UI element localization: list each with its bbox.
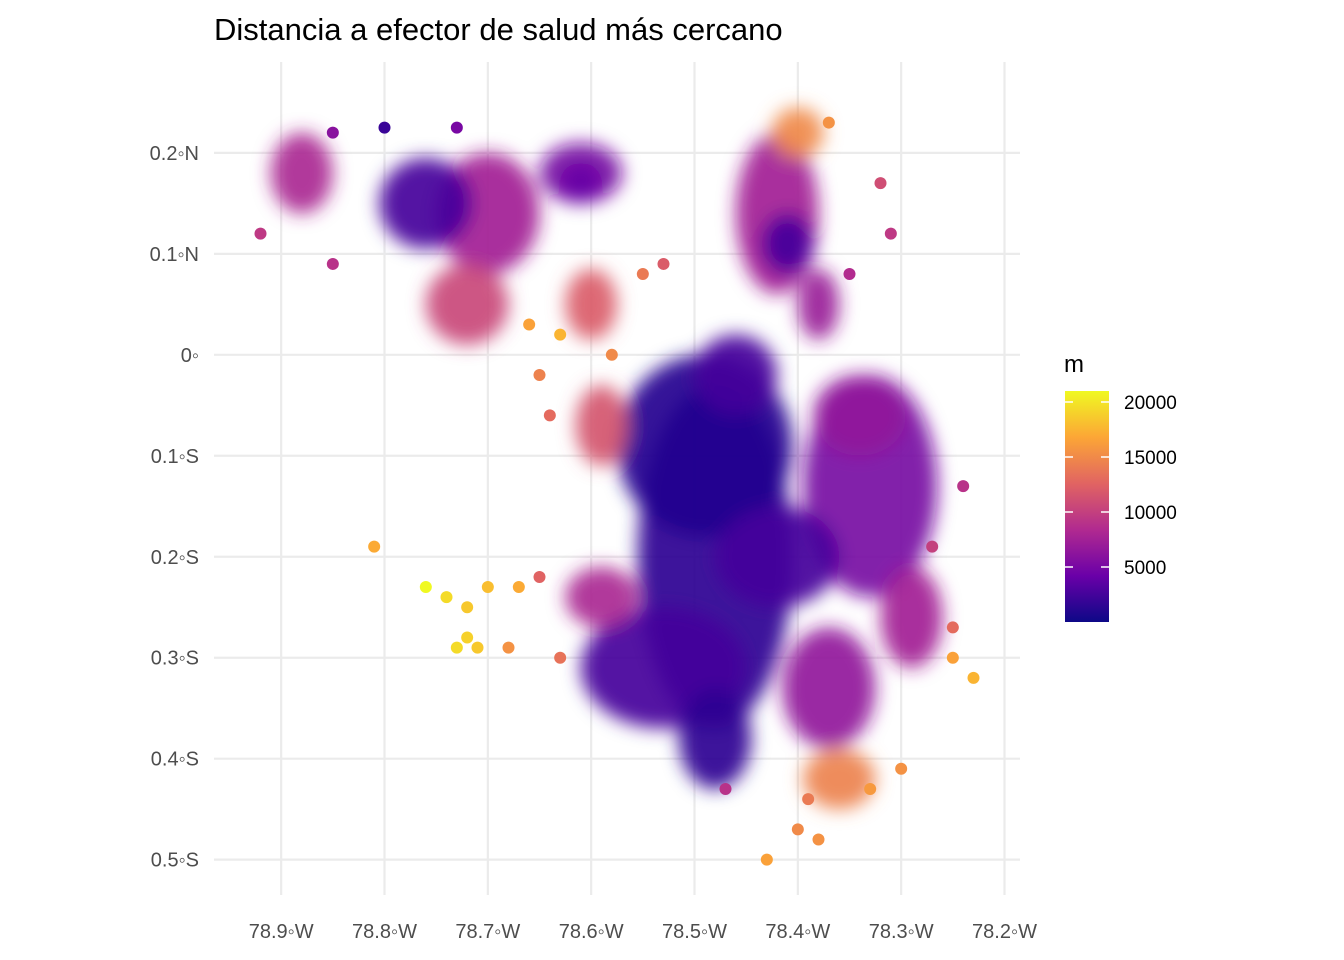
distance-cell	[533, 369, 546, 382]
distance-cell	[533, 570, 546, 583]
distance-cell	[471, 641, 484, 654]
distance-cell	[523, 318, 536, 331]
distance-region	[565, 566, 638, 628]
legend-tick-label: 5000	[1124, 558, 1166, 579]
distance-cell	[791, 823, 804, 836]
distance-cell	[554, 651, 567, 664]
x-tick-label: 78.9◦W	[249, 921, 314, 943]
distance-cell	[368, 540, 381, 553]
distance-cell	[461, 631, 474, 644]
legend-colorbar	[1065, 391, 1109, 622]
distance-region	[715, 506, 840, 608]
legend-ticks: 5000 10000 15000 20000	[1065, 393, 1177, 579]
distance-region	[813, 375, 907, 456]
distance-cell	[802, 793, 815, 806]
distance-cell	[636, 268, 649, 281]
distance-cell	[657, 257, 670, 270]
distance-region	[797, 268, 840, 340]
distance-region	[679, 688, 752, 789]
distance-cell	[884, 227, 897, 240]
map-title: Distancia a efector de salud más cercano	[214, 12, 783, 47]
distance-region	[270, 132, 333, 214]
y-tick-label: 0.4◦S	[151, 749, 199, 771]
x-tick-label: 78.5◦W	[662, 921, 727, 943]
distance-cell	[926, 540, 939, 553]
distance-region	[880, 566, 943, 668]
distance-region	[803, 748, 876, 810]
distance-cell	[419, 581, 432, 594]
x-tick-label: 78.2◦W	[972, 921, 1037, 943]
distance-cell	[543, 409, 556, 422]
distance-cell	[326, 257, 339, 270]
distance-region	[694, 334, 778, 416]
distance-region	[782, 627, 876, 749]
distance-region	[560, 162, 602, 204]
distance-region	[425, 263, 509, 345]
distance-cell	[967, 671, 980, 684]
distance-cell	[481, 581, 494, 594]
color-legend: m 5000 10000 15000 20000	[1064, 351, 1177, 622]
distance-cell	[946, 651, 959, 664]
distance-region	[575, 385, 628, 466]
distance-cell	[461, 601, 474, 614]
distance-cell	[605, 348, 618, 361]
distance-cell	[760, 853, 773, 866]
x-tick-label: 78.4◦W	[765, 921, 830, 943]
distance-cell	[822, 116, 835, 129]
x-tick-label: 78.8◦W	[352, 921, 417, 943]
y-tick-label: 0◦	[181, 345, 199, 367]
distance-cell	[864, 782, 877, 795]
y-tick-label: 0.1◦S	[151, 446, 199, 468]
distance-cell	[719, 782, 732, 795]
y-axis-ticks: 0.2◦N 0.1◦N 0◦ 0.1◦S 0.2◦S 0.3◦S 0.4◦S 0.5◦S	[150, 143, 199, 872]
x-axis-ticks: 78.9◦W 78.8◦W 78.7◦W 78.6◦W 78.5◦W 78.4◦W 78.3…	[249, 921, 1037, 943]
y-tick-label: 0.2◦N	[150, 143, 199, 165]
distance-cell	[812, 833, 825, 846]
distance-cell	[450, 121, 463, 134]
y-tick-label: 0.5◦S	[151, 850, 199, 872]
distance-cell	[946, 621, 959, 634]
distance-cell	[502, 641, 515, 654]
distance-cell	[895, 762, 908, 775]
distance-region	[761, 213, 814, 275]
distance-cell	[254, 227, 267, 240]
distance-cell	[554, 328, 567, 341]
x-tick-label: 78.7◦W	[455, 921, 520, 943]
distance-cell	[874, 177, 887, 190]
distance-region	[772, 107, 824, 158]
distance-cell	[450, 641, 463, 654]
y-tick-label: 0.1◦N	[150, 244, 199, 266]
distance-cell	[440, 591, 453, 604]
distance-surface	[270, 107, 943, 810]
distance-cell	[843, 268, 856, 281]
x-tick-label: 78.3◦W	[869, 921, 934, 943]
x-tick-label: 78.6◦W	[559, 921, 624, 943]
legend-tick-label: 20000	[1124, 393, 1177, 414]
distance-region	[379, 157, 473, 249]
legend-tick-label: 10000	[1124, 503, 1177, 524]
legend-tick-label: 15000	[1124, 448, 1177, 469]
outlying-cells	[254, 116, 980, 866]
y-tick-label: 0.2◦S	[151, 547, 199, 569]
distance-cell	[512, 581, 525, 594]
legend-title: m	[1064, 351, 1084, 378]
y-tick-label: 0.3◦S	[151, 648, 199, 670]
distance-region	[565, 268, 618, 340]
distance-cell	[326, 126, 339, 139]
distance-cell	[378, 121, 391, 134]
distance-cell	[957, 480, 970, 493]
